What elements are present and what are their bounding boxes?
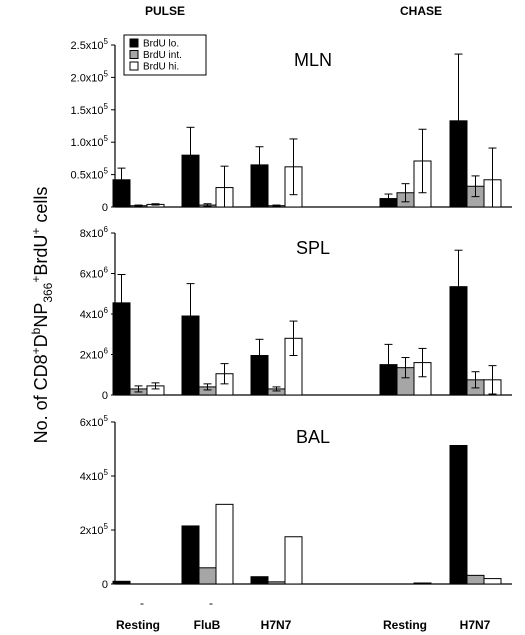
y-tick-label: 0 xyxy=(102,579,108,591)
y-tick-label: 6x105 xyxy=(80,414,109,429)
bar-lo xyxy=(449,444,468,585)
bar-hi xyxy=(413,582,432,585)
legend-swatch xyxy=(129,50,139,59)
y-tick-label: 4x105 xyxy=(80,468,109,483)
legend-label: BrdU lo. xyxy=(143,39,179,50)
bar-lo xyxy=(112,580,131,585)
bar-hi xyxy=(284,536,303,585)
y-tick-label: 6x106 xyxy=(80,266,109,281)
legend: BrdU lo.BrdU int.BrdU hi. xyxy=(123,34,207,76)
panel-mln: 0 0.5x105 1.0x105 1.5x105 2.0x105 2.5x105 MLN xyxy=(71,37,512,214)
x-category-label: H7N7 xyxy=(261,618,292,632)
panel-spl: 0 2x106 4x106 6x106 8x106 SPL xyxy=(80,225,512,402)
bar-lo xyxy=(250,576,269,585)
legend-swatch xyxy=(129,38,139,48)
x-category-label: FluB xyxy=(194,618,221,632)
y-tick-label: 0.5x105 xyxy=(71,167,109,182)
y-tick-label: 0 xyxy=(102,390,108,402)
bar-int xyxy=(466,574,485,585)
chase-header: CHASE xyxy=(400,4,442,18)
x-category-label: H7N7 xyxy=(460,618,491,632)
category-mark: - xyxy=(140,596,144,610)
y-tick-label: 0 xyxy=(102,202,108,214)
pulse-header: PULSE xyxy=(145,4,185,18)
bar-lo xyxy=(181,525,200,585)
bar-int xyxy=(267,581,286,585)
legend-swatch xyxy=(129,61,139,71)
y-axis-label: No. of CD8+DbNP366+BrdU+ cells xyxy=(29,187,55,444)
y-tick-label: 2x105 xyxy=(80,522,109,537)
x-category-label: Resting xyxy=(116,618,160,632)
y-tick-label: 4x106 xyxy=(80,306,109,321)
legend-label: BrdU int. xyxy=(143,50,182,61)
x-category-label: Resting xyxy=(383,618,427,632)
bar-hi xyxy=(215,503,234,585)
y-tick-label: 1.0x105 xyxy=(71,134,109,149)
y-tick-label: 2.5x105 xyxy=(71,37,109,52)
y-tick-label: 2x106 xyxy=(80,347,109,362)
panel-title: BAL xyxy=(296,427,330,447)
bar-int xyxy=(198,567,217,585)
legend-label: BrdU hi. xyxy=(143,62,179,73)
panel-title: MLN xyxy=(294,50,332,70)
bar-hi xyxy=(483,578,502,585)
category-mark: - xyxy=(209,596,213,610)
y-tick-label: 8x106 xyxy=(80,225,109,240)
y-tick-label: 2.0x105 xyxy=(71,69,109,84)
panel-bal: 0 2x105 4x105 6x105 BAL xyxy=(80,414,512,591)
panel-title: SPL xyxy=(296,238,330,258)
y-tick-label: 1.5x105 xyxy=(71,102,109,117)
